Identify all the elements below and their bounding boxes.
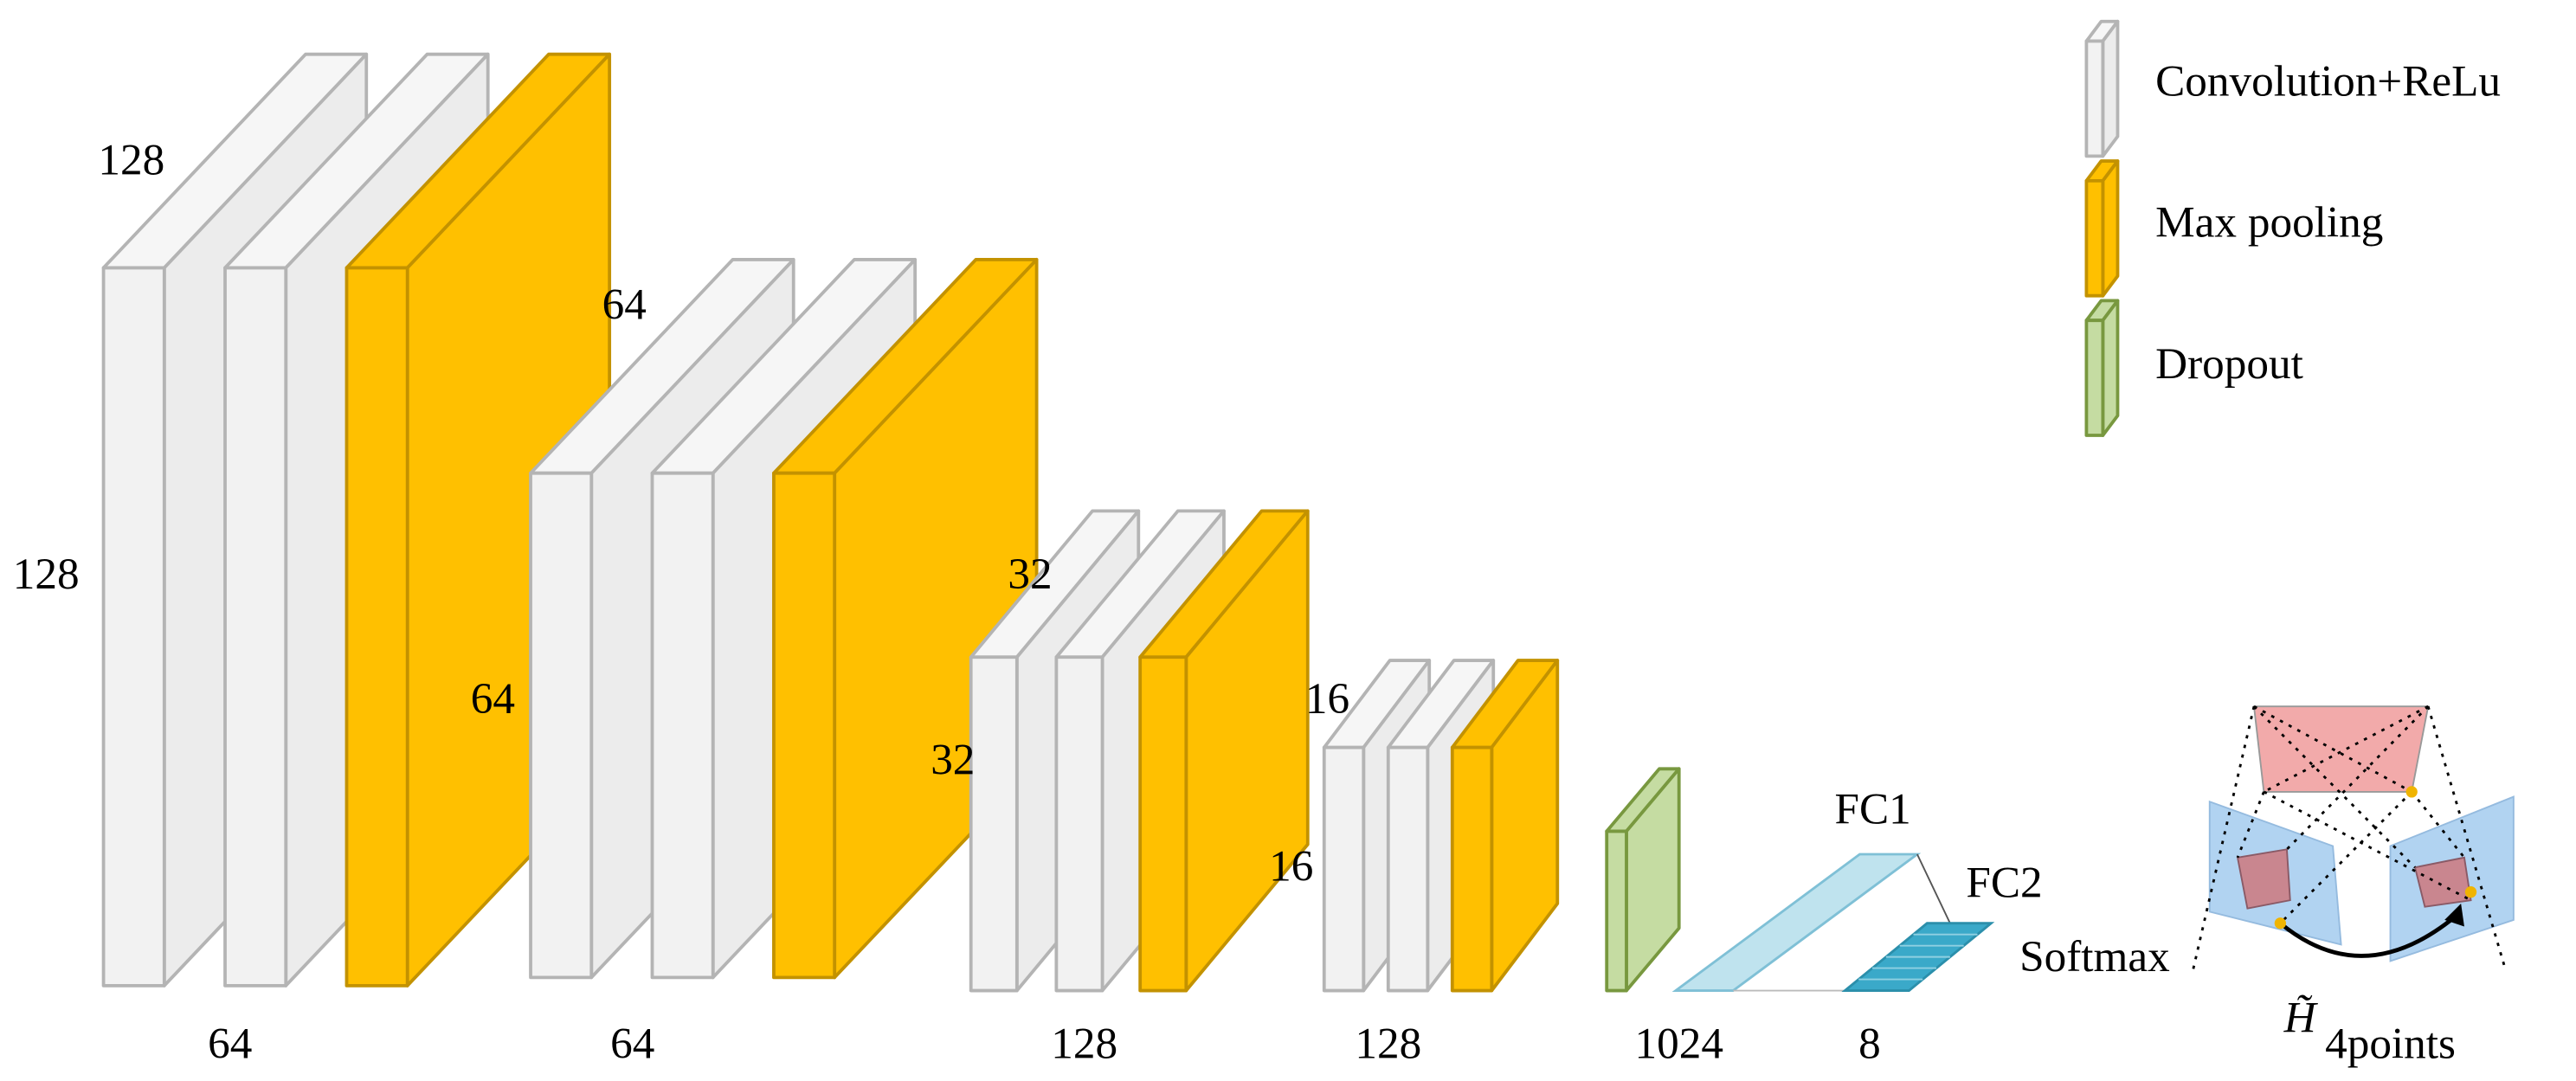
output-symbol: H̃ bbox=[2283, 993, 2319, 1042]
fc1-label: FC1 bbox=[1835, 784, 1911, 833]
depth-label: 128 bbox=[98, 136, 164, 185]
pool-block bbox=[1450, 659, 1560, 993]
legend-label: Convolution+ReLu bbox=[2155, 57, 2501, 106]
block-front bbox=[1386, 745, 1430, 993]
block-front bbox=[1605, 829, 1628, 993]
fc-layers bbox=[1671, 853, 1995, 992]
block-front bbox=[345, 266, 409, 988]
block-front bbox=[969, 655, 1019, 993]
block-front bbox=[1450, 745, 1494, 993]
block-front bbox=[2084, 39, 2105, 158]
block-front bbox=[223, 266, 288, 988]
block-front bbox=[772, 471, 837, 980]
block-front bbox=[1138, 655, 1188, 993]
pool-block bbox=[772, 258, 1039, 980]
width-label: 8 bbox=[1858, 1020, 1881, 1069]
height-label: 32 bbox=[931, 735, 975, 784]
height-label: 16 bbox=[1269, 842, 1313, 891]
block-front bbox=[529, 471, 594, 980]
block-front bbox=[2084, 319, 2105, 437]
block-side bbox=[2101, 19, 2120, 158]
block-side bbox=[2101, 299, 2120, 437]
height-label: 128 bbox=[13, 550, 80, 599]
block-side bbox=[2101, 159, 2120, 298]
depth-label: 16 bbox=[1305, 674, 1349, 724]
homography-icon bbox=[2192, 705, 2515, 970]
width-label: 64 bbox=[610, 1020, 654, 1069]
block-front bbox=[1322, 745, 1366, 993]
block-front bbox=[2084, 178, 2105, 298]
fc-connector bbox=[1916, 853, 1951, 924]
drop-block bbox=[2084, 299, 2120, 437]
pool-block bbox=[2084, 159, 2120, 298]
softmax-label: Softmax bbox=[2019, 932, 2170, 981]
width-label: 1024 bbox=[1634, 1020, 1723, 1069]
conv-block bbox=[2084, 19, 2120, 158]
depth-label: 64 bbox=[602, 280, 647, 330]
legend-label: Max pooling bbox=[2155, 198, 2383, 248]
height-label: 64 bbox=[471, 674, 515, 724]
block-front bbox=[101, 266, 166, 988]
output-subscript: 4points bbox=[2325, 1020, 2456, 1069]
legend-label: Dropout bbox=[2155, 339, 2303, 389]
block-front bbox=[1054, 655, 1104, 993]
drop-block bbox=[1605, 767, 1681, 993]
pool-block bbox=[1138, 509, 1310, 993]
width-label: 64 bbox=[208, 1020, 252, 1069]
width-label: 128 bbox=[1355, 1020, 1421, 1069]
depth-label: 32 bbox=[1008, 550, 1052, 599]
block-front bbox=[650, 471, 715, 980]
fc2-label: FC2 bbox=[1966, 859, 2042, 908]
width-label: 128 bbox=[1051, 1020, 1117, 1069]
